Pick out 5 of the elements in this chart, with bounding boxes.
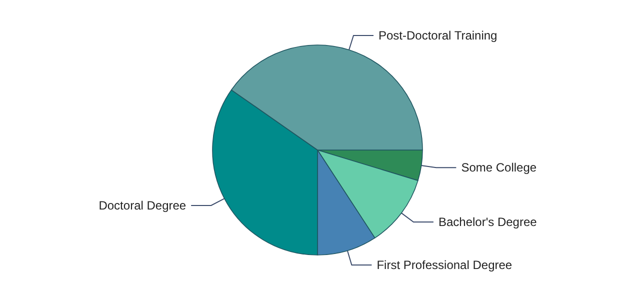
slice-label: Some College: [461, 160, 537, 175]
slice-label: Post-Doctoral Training: [378, 28, 498, 43]
slice-label: Bachelor's Degree: [438, 215, 538, 230]
slice-label: First Professional Degree: [376, 258, 512, 272]
slice-label: Doctoral Degree: [98, 198, 186, 212]
